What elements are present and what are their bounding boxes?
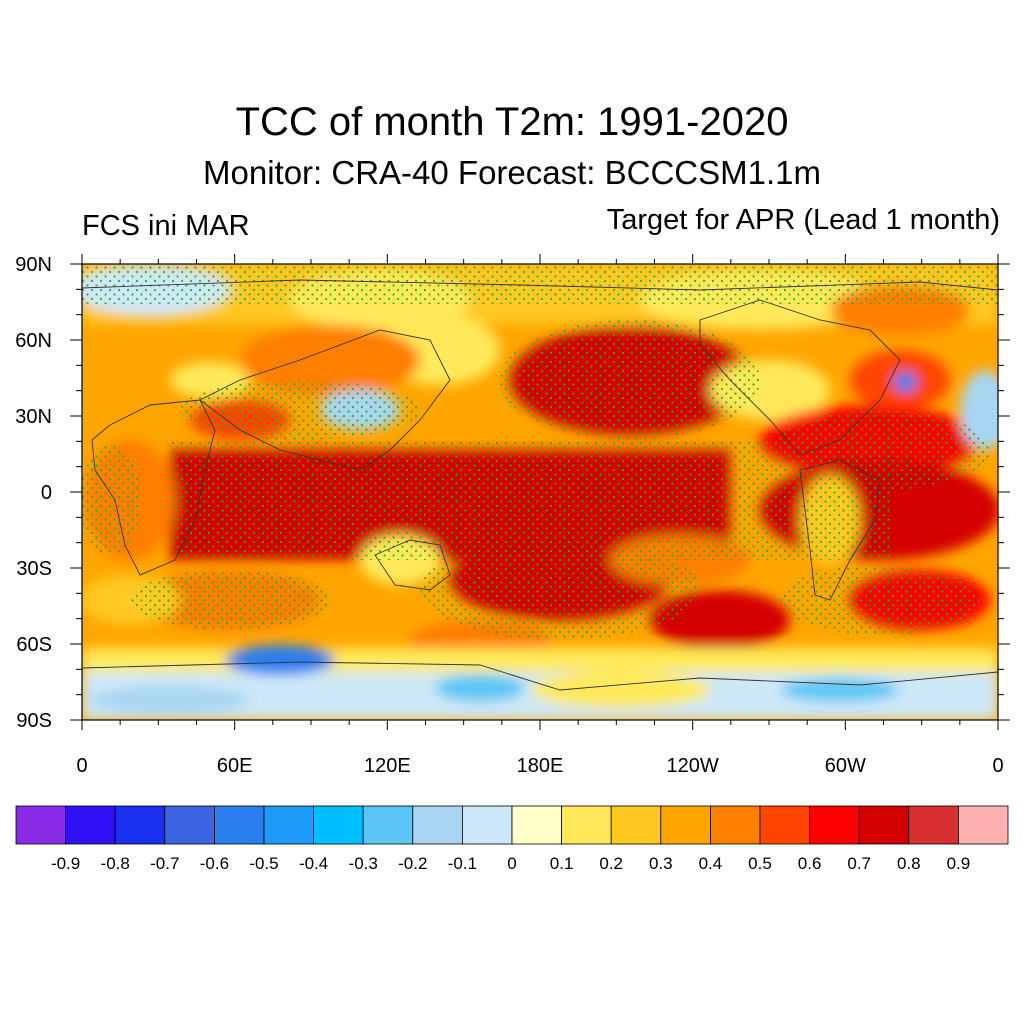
y-tick-label: 60N xyxy=(15,330,52,352)
target-label: Target for APR (Lead 1 month) xyxy=(606,204,1000,236)
init-label: FCS ini MAR xyxy=(82,210,250,242)
colorbar-swatch xyxy=(362,805,414,845)
x-tick-label: 120E xyxy=(364,755,411,777)
colorbar-swatch xyxy=(15,805,66,845)
y-tick-label: 30S xyxy=(16,558,52,580)
colorbar-swatch xyxy=(511,805,562,845)
y-tick-label: 60S xyxy=(16,634,52,656)
x-tick-label: 0 xyxy=(992,755,1003,777)
colorbar-swatch xyxy=(114,805,166,845)
y-tick-label: 90N xyxy=(15,254,52,276)
colorbar-label: 0.1 xyxy=(550,854,574,873)
colorbar-label: 0.6 xyxy=(798,854,822,873)
colorbar-swatch xyxy=(461,805,513,845)
map-field xyxy=(82,264,998,720)
colorbar-swatch xyxy=(213,805,265,845)
colorbar-swatch xyxy=(660,805,711,845)
colorbar-label: 0.5 xyxy=(748,854,772,873)
colorbar-swatch xyxy=(759,805,810,845)
colorbar-label: 0.8 xyxy=(897,854,921,873)
x-tick-label: 180E xyxy=(517,755,564,777)
x-tick-label: 60E xyxy=(217,755,253,777)
colorbar-swatch xyxy=(313,805,364,845)
x-tick-label: 0 xyxy=(76,755,87,777)
y-tick-label: 30N xyxy=(15,406,52,428)
colorbar-label: -0.1 xyxy=(448,854,477,873)
axes: 0 60E 120E 180E 120W 60W 0 90N 60N 30N 0 30S 60S 90S xyxy=(15,254,1010,777)
colorbar-label: 0.2 xyxy=(599,854,623,873)
colorbar-label: -0.6 xyxy=(200,854,229,873)
colorbar-swatch xyxy=(412,805,463,845)
colorbar-label: 0 xyxy=(507,854,516,873)
chart-title: TCC of month T2m: 1991-2020 xyxy=(235,100,789,144)
colorbar-swatch xyxy=(809,805,860,845)
colorbar-swatch xyxy=(908,805,959,845)
colorbar-label: -0.2 xyxy=(398,854,427,873)
colorbar-label: -0.8 xyxy=(101,854,130,873)
chart-subtitle: Monitor: CRA-40 Forecast: BCCCSM1.1m xyxy=(203,154,821,191)
colorbar-swatch xyxy=(263,805,314,845)
colorbar-swatch xyxy=(610,805,662,845)
colorbar-swatch xyxy=(65,805,116,845)
y-tick-label: 90S xyxy=(16,710,52,732)
colorbar-label: 0.9 xyxy=(947,854,971,873)
colorbar-swatch xyxy=(710,805,761,845)
colorbar-label: -0.4 xyxy=(299,854,328,873)
colorbar-label: -0.7 xyxy=(150,854,179,873)
x-tick-label: 60W xyxy=(825,755,866,777)
colorbar-label: -0.5 xyxy=(249,854,278,873)
colorbar-swatch xyxy=(958,805,1009,845)
colorbar-label: 0.4 xyxy=(699,854,723,873)
colorbar-swatch xyxy=(858,805,910,845)
colorbar-swatch xyxy=(561,805,612,845)
colorbar-label: -0.9 xyxy=(51,854,80,873)
y-tick-label: 0 xyxy=(41,482,52,504)
colorbar-swatch xyxy=(164,805,215,845)
x-tick-label: 120W xyxy=(667,755,719,777)
colorbar-label: 0.7 xyxy=(847,854,871,873)
colorbar: -0.9 -0.8 -0.7 -0.6 -0.5 -0.4 -0.3 -0.2 -0.1 0 0.1… xyxy=(15,805,1009,873)
colorbar-label: 0.3 xyxy=(649,854,673,873)
colorbar-label: -0.3 xyxy=(349,854,378,873)
